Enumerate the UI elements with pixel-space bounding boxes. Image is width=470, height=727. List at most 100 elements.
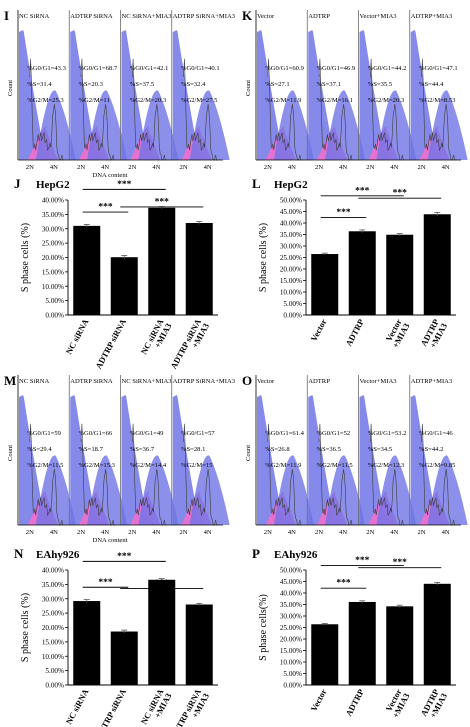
- flow-panel-o: O Vector %G0/G1=61.4 %S=26.8 %G2/M=11.9 2N 4N A…: [242, 373, 468, 536]
- histogram-g0g1-fill: [19, 395, 54, 525]
- y-tick-label: 50.00%: [280, 197, 302, 205]
- category-label: Vector+MIA3: [382, 687, 411, 720]
- significance-marker: ***: [355, 186, 370, 196]
- category-label: NC siRNA: [64, 316, 91, 355]
- histogram-g0g1-fill: [121, 395, 157, 525]
- category-label: Vector: [309, 317, 329, 343]
- y-axis-label: Count: [7, 80, 14, 96]
- sample-label: ADTRP SiRNA+MIA3: [173, 13, 236, 20]
- tick-label-4n: 4N: [339, 164, 347, 171]
- bar-2: [148, 579, 176, 685]
- phase-stat: %S=36.7: [130, 446, 155, 453]
- category-label: ADTRP: [343, 317, 366, 348]
- y-axis-label: Count: [245, 80, 252, 96]
- phase-stat: %S=37.5: [130, 81, 155, 88]
- panel-letter: K: [242, 8, 253, 23]
- y-tick-label: 10.00%: [280, 659, 302, 667]
- panel-letter: O: [242, 373, 252, 388]
- y-axis-label: S phase cells (%): [20, 223, 31, 292]
- phase-stat: %G2/M=11.5: [316, 462, 353, 469]
- phase-stat: %S=20.3: [78, 81, 103, 88]
- phase-stat: %G0/G1=43.3: [27, 65, 66, 72]
- phase-stat: %G2/M=11: [78, 97, 109, 104]
- significance-marker: ***: [393, 558, 408, 568]
- category-label: NC siRNA+MIA3: [139, 686, 174, 727]
- tick-label-4n: 4N: [101, 164, 109, 171]
- histogram-outline: [370, 58, 405, 161]
- tick-label-4n: 4N: [288, 529, 296, 536]
- y-tick-label: 15.00%: [280, 647, 302, 655]
- histogram-outline: [421, 423, 456, 526]
- bar-3: [423, 583, 451, 685]
- category-label: ADTRP+MIA3: [418, 687, 449, 722]
- histogram-outline: [318, 58, 353, 161]
- tick-label-2n: 2N: [77, 164, 85, 171]
- bar-chart-j: J HepG2 0.00% 5.00% 10.00% 15.00% 20.00% 25.00%…: [14, 176, 218, 374]
- tick-label-2n: 2N: [418, 529, 426, 536]
- sample-label: ADTRP: [308, 378, 330, 385]
- bar-1: [348, 601, 376, 685]
- histogram-outline: [370, 423, 405, 526]
- category-label: ADTRP: [343, 687, 366, 718]
- y-tick-label: 35.00%: [280, 601, 302, 609]
- tick-label-2n: 2N: [315, 164, 323, 171]
- panel-letter: L: [252, 176, 261, 191]
- y-tick-label: 0.00%: [45, 312, 64, 320]
- histogram-outline: [80, 423, 115, 526]
- panel-letter: M: [4, 373, 16, 388]
- histogram-outline: [132, 423, 167, 526]
- sample-label: ADTRP+MIA3: [411, 378, 453, 385]
- phase-stat: %G0/G1=57: [181, 430, 215, 437]
- category-label: ADTRP siRNA+MIA3: [168, 316, 211, 374]
- phase-stat: %G2/M=27.5: [181, 97, 218, 104]
- bar-3: [185, 604, 213, 685]
- phase-stat: %G2/M=11.5: [27, 462, 64, 469]
- y-tick-label: 10.00%: [280, 289, 302, 297]
- histogram-g0g1-fill: [121, 30, 157, 160]
- significance-marker: ***: [98, 578, 113, 588]
- y-axis-label: S phase cells (%): [20, 593, 31, 662]
- significance-marker: ***: [336, 579, 351, 589]
- flow-panel-m: M NC SiRNA %G0/G1=59 %S=29.4 %G2/M=11.5 2N 4N A…: [4, 373, 236, 544]
- sample-label: Vector: [257, 13, 275, 20]
- y-tick-label: 40.00%: [280, 590, 302, 598]
- phase-stat: %S=31.4: [27, 81, 52, 88]
- phase-stat: %G2/M=12.3: [368, 462, 405, 469]
- bar-chart-p: P EAhy926 0.00% 5.00% 10.00% 15.00% 20.00% 25.0…: [252, 546, 456, 722]
- histogram-g0g1-fill: [308, 395, 344, 525]
- y-axis-label: S phase cells(%): [258, 594, 269, 661]
- tick-label-2n: 2N: [315, 529, 323, 536]
- phase-stat: %G0/G1=46: [419, 430, 453, 437]
- x-axis-label: DNA content: [93, 172, 128, 179]
- phase-stat: %S=35.5: [368, 81, 393, 88]
- bar-2: [148, 207, 176, 315]
- histogram-g0g1-fill: [257, 30, 292, 160]
- phase-stat: %S=34.5: [368, 446, 393, 453]
- y-tick-label: 15.00%: [280, 277, 302, 285]
- phase-stat: %S=44.4: [419, 81, 444, 88]
- y-tick-label: 20.00%: [42, 254, 64, 262]
- sample-label: NC SiRNA+MIA3: [122, 13, 173, 20]
- category-label: ADTRP siRNA+MIA3: [168, 686, 211, 727]
- category-label: Vector+MIA3: [382, 317, 411, 350]
- phase-stat: %S=27.1: [265, 81, 289, 88]
- y-tick-label: 15.00%: [42, 638, 64, 646]
- y-tick-label: 35.00%: [280, 231, 302, 239]
- y-tick-label: 0.00%: [283, 682, 302, 690]
- panel-letter: N: [14, 546, 24, 561]
- histogram-g0g1-fill: [70, 395, 106, 525]
- histogram-outline: [318, 423, 353, 526]
- tick-label-4n: 4N: [101, 529, 109, 536]
- tick-label-4n: 4N: [288, 164, 296, 171]
- phase-stat: %G0/G1=61.4: [265, 430, 304, 437]
- bar-chart-l: L HepG2 0.00% 5.00% 10.00% 15.00% 20.00% 25.00%…: [252, 176, 456, 350]
- histogram-g0g1-fill: [308, 30, 344, 160]
- tick-label-2n: 2N: [366, 164, 374, 171]
- y-tick-label: 30.00%: [42, 595, 64, 603]
- phase-stat: %S=44.2: [419, 446, 443, 453]
- phase-stat: %S=28.1: [181, 446, 205, 453]
- y-tick-label: 30.00%: [280, 613, 302, 621]
- phase-stat: %G2/M=11.9: [265, 97, 302, 104]
- sample-label: ADTRP: [308, 13, 330, 20]
- significance-marker: ***: [98, 203, 113, 213]
